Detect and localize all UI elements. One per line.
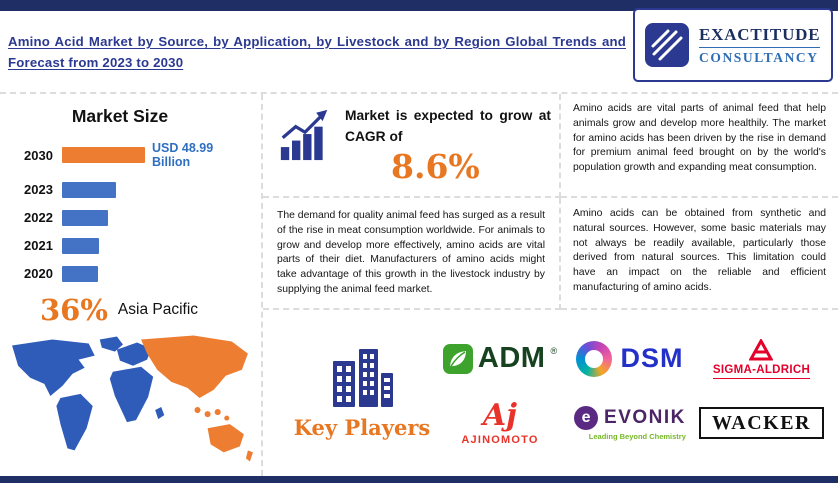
cagr-panel: Market is expected to grow at CAGR of 8.…	[263, 94, 561, 198]
key-players-panel: Key Players ADM ® DSM	[263, 310, 838, 476]
evonik-wordmark: EVONIK	[604, 407, 686, 428]
world-map	[12, 335, 253, 462]
region-highlight: 36% Asia Pacific	[40, 292, 261, 327]
key-players-logos: ADM ® DSM SIGMA-ALDRICH	[431, 338, 824, 446]
bar	[62, 209, 108, 226]
bar-row: 2030 USD 48.99 Billion	[0, 141, 261, 170]
logo-divider	[699, 46, 821, 48]
paragraph-feed-demand: The demand for quality animal feed has s…	[263, 198, 561, 310]
dsm-wordmark: DSM	[620, 343, 684, 373]
header: Amino Acid Market by Source, by Applicat…	[0, 8, 838, 94]
buildings-icon	[333, 348, 393, 407]
ajinomoto-script-mark: Aj	[482, 397, 518, 433]
region-share: 36%	[40, 292, 108, 327]
left-column: Market Size 2030 USD 48.99 Billion 2023 202…	[0, 94, 263, 476]
wacker-logo: WACKER	[698, 407, 824, 439]
sigma-aldrich-mark-icon	[749, 338, 774, 360]
cagr-text: Market is expected to grow at CAGR of	[345, 108, 551, 144]
logo-wordmark: EXACTITUDE CONSULTANCY	[699, 24, 821, 66]
top-accent-bar	[0, 0, 838, 11]
cagr-value: 8.6%	[391, 147, 480, 187]
evonik-logo: e EVONIK Leading Beyond Chemistry	[574, 405, 686, 441]
bottom-accent-bar	[0, 476, 838, 483]
logo-name: EXACTITUDE	[699, 24, 821, 44]
bar	[62, 147, 145, 164]
bar-year-label: 2023	[24, 182, 53, 198]
paragraph-sources: Amino acids can be obtained from synthet…	[561, 198, 838, 310]
sigma-aldrich-wordmark: SIGMA-ALDRICH	[712, 364, 811, 379]
evonik-e-icon: e	[574, 405, 599, 430]
bar-row: 2020	[0, 265, 261, 282]
market-size-chart: 2030 USD 48.99 Billion 2023 2022 2021 2020	[0, 141, 261, 282]
growth-chart-icon	[280, 109, 328, 161]
bar-year-label: 2030	[24, 147, 53, 163]
key-players-header: Key Players	[293, 345, 431, 440]
adm-logo: ADM ®	[442, 342, 558, 374]
region-name: Asia Pacific	[117, 301, 199, 319]
bar	[62, 265, 98, 282]
adm-wordmark: ADM	[477, 342, 546, 374]
bar-row: 2021	[0, 237, 261, 254]
bar-year-label: 2020	[24, 266, 53, 282]
bar-year-label: 2022	[24, 210, 53, 226]
wacker-wordmark: WACKER	[698, 407, 824, 439]
ajinomoto-logo: Aj AJINOMOTO	[461, 397, 539, 446]
content-area: Market Size 2030 USD 48.99 Billion 2023 202…	[0, 94, 838, 476]
exactitude-logo: EXACTITUDE CONSULTANCY	[633, 8, 833, 82]
bar-year-label: 2021	[24, 238, 53, 254]
adm-leaf-icon	[442, 343, 473, 374]
evonik-tagline: Leading Beyond Chemistry	[588, 431, 686, 441]
sigma-aldrich-logo: SIGMA-ALDRICH	[712, 338, 811, 379]
cagr-content: Market is expected to grow at CAGR of 8.…	[345, 106, 551, 196]
right-area: Market is expected to grow at CAGR of 8.…	[263, 94, 838, 476]
registered-mark: ®	[550, 345, 558, 356]
bar	[62, 181, 116, 198]
evonik-row: e EVONIK	[574, 405, 686, 430]
logo-subname: CONSULTANCY	[699, 49, 819, 65]
report-title: Amino Acid Market by Source, by Applicat…	[8, 34, 626, 71]
paragraph-market-drivers: Amino acids are vital parts of animal fe…	[561, 94, 838, 198]
ajinomoto-wordmark: AJINOMOTO	[461, 433, 539, 446]
bar-row: 2023	[0, 181, 261, 198]
dsm-logo: DSM	[576, 340, 684, 377]
bar	[62, 237, 99, 254]
market-size-heading: Market Size	[71, 106, 169, 126]
key-players-heading: Key Players	[293, 414, 431, 440]
exactitude-logo-icon	[645, 23, 689, 67]
bar-value-label: USD 48.99 Billion	[152, 141, 214, 170]
bar-row: 2022	[0, 209, 261, 226]
dsm-swirl-icon	[576, 340, 613, 377]
